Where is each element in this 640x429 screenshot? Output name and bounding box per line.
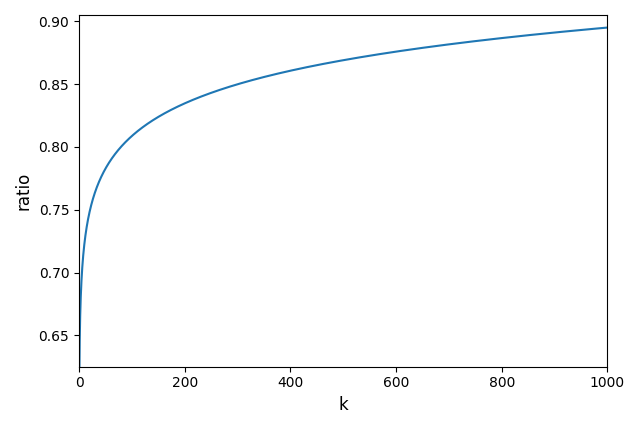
X-axis label: k: k <box>339 396 348 414</box>
Y-axis label: ratio: ratio <box>15 172 33 210</box>
